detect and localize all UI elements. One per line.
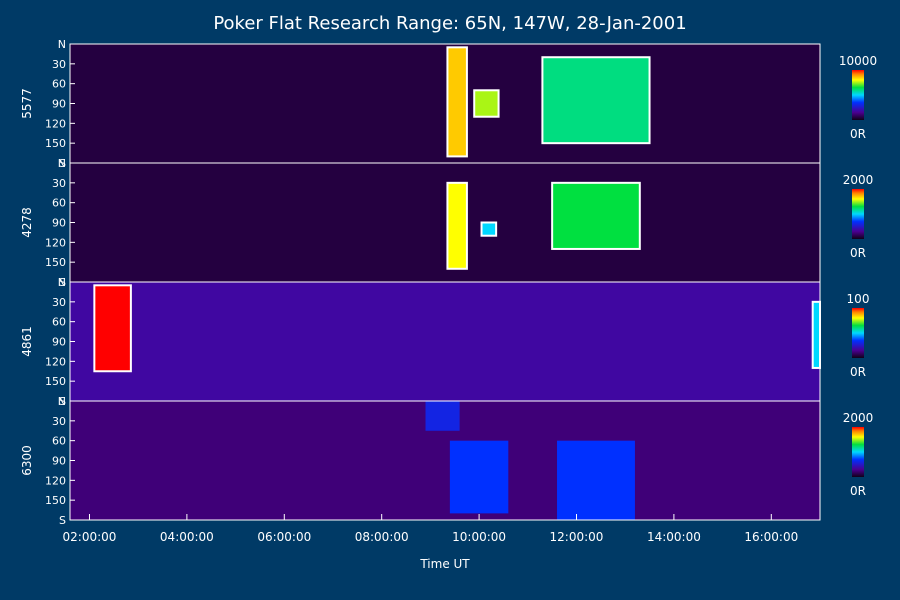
panel-4861: N 30 60 90 120 150 S 4861 100 0R — [20, 276, 869, 408]
chart-title: Poker Flat Research Range: 65N, 147W, 28… — [213, 13, 686, 34]
panel-background — [70, 163, 820, 282]
colorbar-max-label: 100 — [847, 292, 870, 306]
colorbar-min-label: 0R — [850, 246, 866, 260]
panel-wavelength-label: 4278 — [20, 207, 34, 238]
y-tick-label: 120 — [45, 474, 66, 487]
y-tick-label: S — [59, 395, 66, 408]
colorbar-max-label: 2000 — [843, 411, 874, 425]
x-tick-label: 12:00:00 — [550, 530, 604, 544]
emission-region — [446, 46, 468, 158]
colorbar — [852, 427, 864, 477]
y-tick-label: 90 — [52, 98, 66, 111]
y-tick-label: 120 — [45, 236, 66, 249]
emission-region — [425, 401, 460, 431]
colorbar — [852, 189, 864, 239]
y-tick-label: 30 — [52, 177, 66, 190]
emission-region — [449, 440, 509, 514]
y-tick-label: 120 — [45, 355, 66, 368]
emission-region — [557, 440, 635, 520]
emission-region — [480, 221, 498, 237]
y-tick-label: S — [59, 276, 66, 289]
colorbar-min-label: 0R — [850, 127, 866, 141]
y-tick-label: 60 — [52, 78, 66, 91]
colorbar-max-label: 2000 — [843, 173, 874, 187]
colorbar-max-label: 10000 — [839, 54, 877, 68]
y-tick-label: 120 — [45, 117, 66, 130]
panel-background — [70, 44, 820, 163]
emission-region — [541, 56, 651, 145]
panel-wavelength-label: 4861 — [20, 326, 34, 357]
y-tick-label: 30 — [52, 415, 66, 428]
x-axis-label: Time UT — [419, 557, 470, 571]
y-tick-label: S — [59, 514, 66, 527]
panel-wavelength-label: 6300 — [20, 445, 34, 476]
panel-5577: N 30 60 90 120 150 S 5577 10000 0R — [20, 38, 877, 170]
panel-4278: N 30 60 90 120 150 S 4278 2000 0R — [20, 157, 873, 289]
y-tick-label: 90 — [52, 336, 66, 349]
emission-region — [473, 89, 500, 118]
x-tick-label: 06:00:00 — [257, 530, 311, 544]
y-tick-label: 150 — [45, 375, 66, 388]
panel-wavelength-label: 5577 — [20, 88, 34, 119]
emission-region — [93, 284, 132, 373]
y-tick-label: 60 — [52, 197, 66, 210]
y-tick-label: N — [58, 157, 66, 170]
panel-6300: N 30 60 90 120 150 S 6300 2000 0R — [20, 395, 873, 527]
emission-region — [551, 181, 641, 250]
x-tick-label: 16:00:00 — [744, 530, 798, 544]
colorbar-min-label: 0R — [850, 484, 866, 498]
colorbar-min-label: 0R — [850, 365, 866, 379]
x-tick-label: 08:00:00 — [355, 530, 409, 544]
y-tick-label: 60 — [52, 316, 66, 329]
y-tick-label: 60 — [52, 435, 66, 448]
colorbar — [852, 70, 864, 120]
panel-background — [70, 282, 820, 401]
x-tick-label: 14:00:00 — [647, 530, 701, 544]
y-tick-label: 30 — [52, 296, 66, 309]
x-tick-label: 04:00:00 — [160, 530, 214, 544]
y-tick-label: 150 — [45, 137, 66, 150]
x-tick-label: 02:00:00 — [63, 530, 117, 544]
y-tick-label: N — [58, 38, 66, 51]
y-tick-label: 150 — [45, 256, 66, 269]
colorbar — [852, 308, 864, 358]
y-tick-label: S — [59, 157, 66, 170]
y-tick-label: N — [58, 276, 66, 289]
y-tick-label: 90 — [52, 455, 66, 468]
y-tick-label: 150 — [45, 494, 66, 507]
y-tick-label: 30 — [52, 58, 66, 71]
x-tick-label: 10:00:00 — [452, 530, 506, 544]
y-tick-label: N — [58, 395, 66, 408]
emission-region — [811, 300, 822, 369]
y-tick-label: 90 — [52, 217, 66, 230]
emission-region — [446, 181, 468, 270]
